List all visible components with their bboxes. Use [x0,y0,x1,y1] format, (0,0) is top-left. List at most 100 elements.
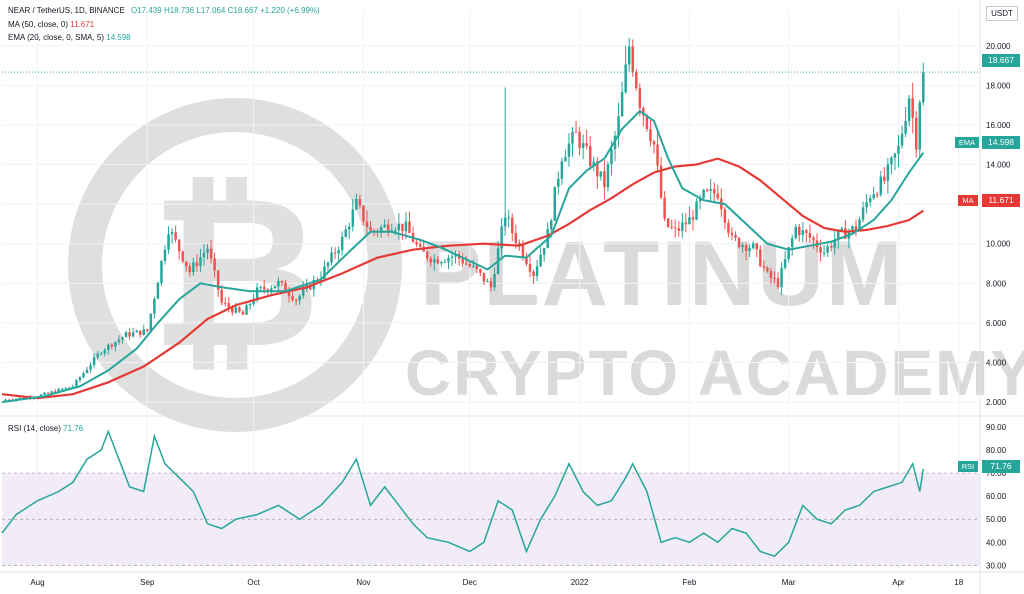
candle-body [624,64,627,93]
candle-body [918,102,922,150]
ema-legend[interactable]: EMA (20, close, 0, SMA, 5) 14.598 [8,33,131,42]
candle-body [808,232,812,238]
price-tick-label: 6.000 [986,319,1007,328]
candle-body [206,248,209,253]
candle-body [833,240,836,248]
candle-body [450,256,454,258]
candle-body [744,244,748,251]
time-tick-label: 18 [954,578,963,587]
candle-body [557,178,560,187]
candle-body [255,287,259,300]
candle-body [301,288,305,296]
time-tick-label: Aug [30,578,44,587]
candle-body [883,176,886,181]
candle-body [670,226,673,228]
candle-body [270,288,273,292]
candle-body [868,198,872,203]
candle-body [581,143,585,148]
candle-body [248,304,252,306]
candle-body [468,263,471,267]
candle-body [447,257,450,262]
candle-body [645,115,649,130]
candle-body [348,226,351,230]
candle-body [702,190,705,199]
price-tick-label: 4.000 [986,359,1007,368]
candle-body [890,157,893,165]
candle-body [879,176,883,195]
candle-body [472,265,475,267]
candle-body [631,46,634,73]
candle-body [340,236,344,251]
candle-body [776,278,780,288]
price-tick-label: 20.000 [986,42,1011,51]
watermark-line2: CRYPTO ACADEMY [405,337,1024,409]
candle-body [751,243,755,249]
candle-body [875,194,879,196]
candle-body [666,218,670,227]
rsi-tick-label: 80.00 [986,446,1007,455]
candle-body [475,265,479,270]
rsi-legend[interactable]: RSI (14, close) 71.76 [8,424,83,433]
candle-body [461,258,464,264]
candle-body [787,247,790,260]
candle-body [443,261,447,263]
price-tick-label: 18.000 [986,81,1011,90]
candle-body [216,270,220,290]
candle-body [309,284,312,290]
candle-body [518,242,521,245]
candle-body [695,201,698,220]
candle-body [659,165,663,198]
candle-body [117,339,121,342]
candle-body [110,344,114,347]
candle-body [4,399,7,401]
candle-body [323,266,326,279]
candle-body [677,228,681,231]
watermark-glyph: ₿ [150,155,321,390]
candle-body [511,217,514,233]
candle-body [138,330,142,335]
candle-body [238,307,241,312]
candle-body [128,332,131,337]
candle-body [663,197,666,219]
time-tick-label: Oct [247,578,260,587]
candle-body [156,282,160,299]
candle-body [68,387,71,389]
candle-body [401,223,404,232]
candle-body [149,313,153,331]
candle-body [287,292,291,297]
time-tick-label: Apr [892,578,905,587]
watermark-line1: PLATINUM [420,223,904,325]
candle-body [170,232,174,235]
candle-body [819,247,822,253]
candle-body [773,277,776,279]
candle-body [762,266,766,268]
candle-body [741,244,744,247]
ma-price-tag: 11.671 [982,194,1020,207]
candle-body [124,332,128,338]
candle-body [394,230,397,232]
candle-body [337,250,340,254]
candle-body [333,252,337,254]
candle-body [691,217,695,220]
candle-body [574,131,578,133]
candle-body [638,88,642,108]
ema-tag: EMA [955,137,979,148]
ma-legend-value: 11.671 [70,20,95,29]
candle-body [805,230,808,233]
candle-body [259,286,262,288]
candle-body [755,243,759,250]
candle-body [60,388,64,390]
candle-body [585,143,588,147]
currency-label[interactable]: USDT [986,6,1018,21]
ma-legend[interactable]: MA (50, close, 0) 11.671 [8,20,94,29]
rsi-tick-label: 30.00 [986,561,1007,570]
ma-line [1,157,924,400]
candle-body [532,271,535,276]
candle-body [223,302,227,304]
time-tick-label: Sep [140,578,155,587]
candle-body [486,281,489,283]
rsi-line [1,429,925,558]
candle-body [748,248,751,251]
candle-body [606,164,610,188]
